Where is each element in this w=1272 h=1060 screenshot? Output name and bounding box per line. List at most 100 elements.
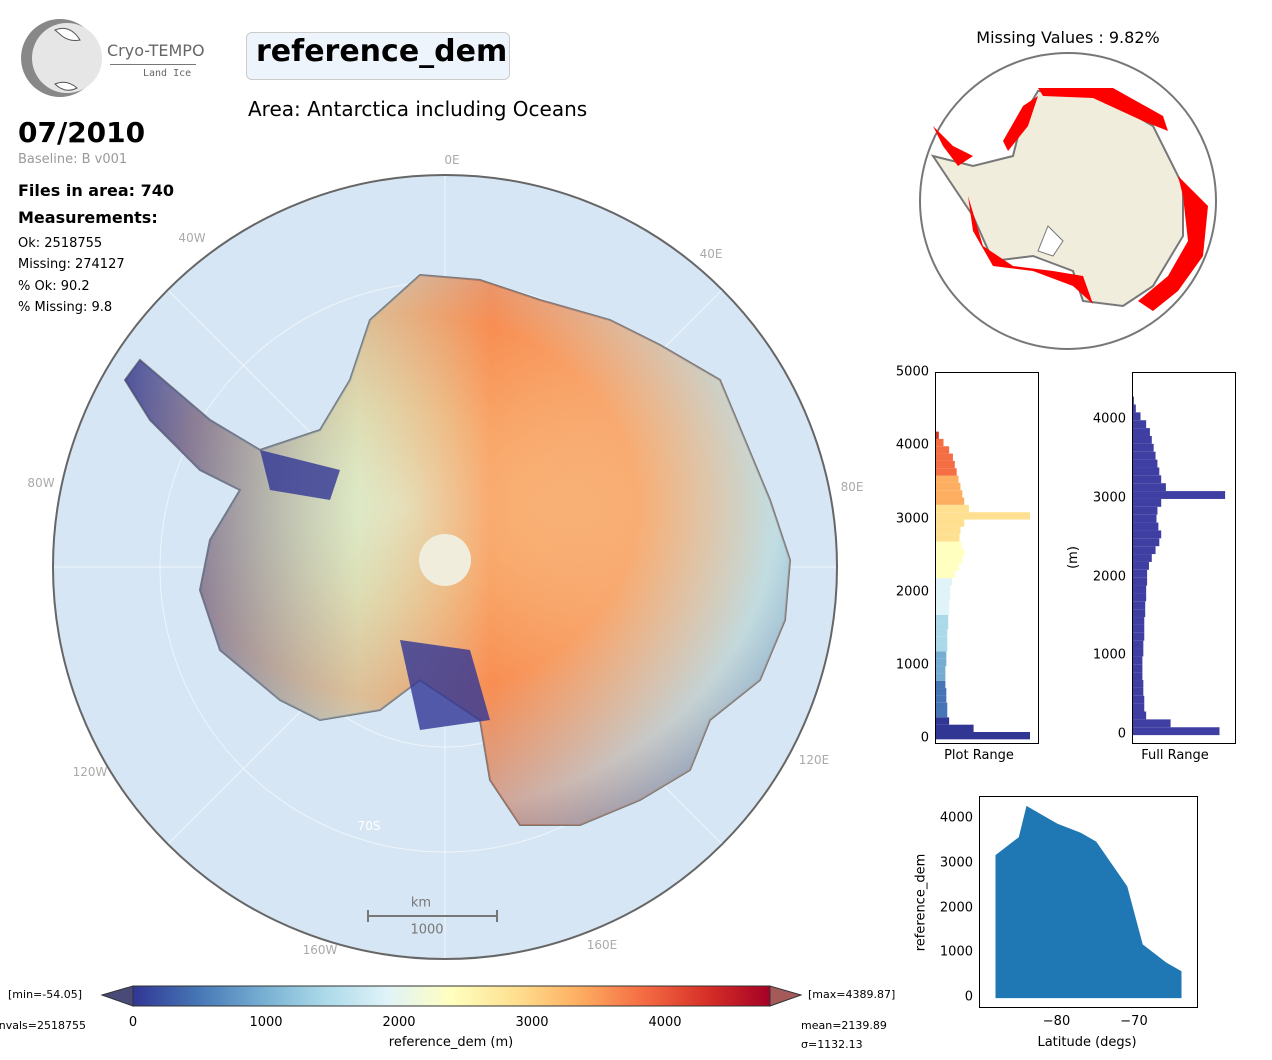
- lon-label: 80W: [27, 476, 55, 490]
- colorbar: [100, 985, 803, 1007]
- histogram-bar: [1133, 569, 1148, 578]
- histogram-bar: [1133, 695, 1145, 704]
- scatter-ylabel: reference_dem: [913, 853, 929, 952]
- histogram-bar: [1133, 538, 1160, 547]
- histogram-bar: [936, 651, 947, 659]
- missing-map: [919, 52, 1217, 350]
- colorbar-mean: mean=2139.89: [801, 1019, 887, 1032]
- hist2-ylabel: (m): [1065, 546, 1081, 569]
- colorbar-tick: 2000: [382, 1015, 416, 1030]
- logo-name: Cryo-TEMPO: [107, 41, 205, 60]
- histogram-bar: [936, 717, 950, 725]
- scatter-plot: [979, 796, 1198, 1008]
- histogram-bar: [1133, 451, 1156, 460]
- histogram-bar: [936, 504, 969, 513]
- lon-label: 120W: [72, 765, 108, 779]
- area-label: Area: Antarctica including Oceans: [248, 97, 588, 121]
- histogram-bar: [1133, 609, 1146, 618]
- hist2-title: Full Range: [1141, 748, 1209, 763]
- scatter-xlabel: Latitude (degs): [1037, 1035, 1137, 1050]
- histogram-bar: [936, 534, 960, 542]
- histogram-bar: [936, 673, 946, 681]
- histogram-bar: [1133, 514, 1157, 523]
- date-label: 07/2010: [18, 116, 146, 149]
- histogram-bar: [936, 578, 952, 586]
- histogram-bar: [936, 446, 950, 454]
- scatter-ytick: 4000: [939, 810, 973, 826]
- histogram-bar: [1133, 412, 1141, 421]
- histogram-bar: [1133, 506, 1158, 515]
- stat-missing: Missing: 274127: [18, 257, 125, 272]
- lon-label: 40E: [699, 247, 723, 261]
- hist-ytick: 0: [1117, 726, 1126, 742]
- hist-ytick: 1000: [1092, 647, 1126, 663]
- histogram-bar: [1133, 546, 1156, 555]
- histogram-bar: [936, 512, 1030, 520]
- histogram-bar: [936, 490, 963, 498]
- colorbar-sigma: σ=1132.13: [801, 1038, 863, 1051]
- lon-label: 80E: [840, 480, 864, 494]
- scale-unit: km: [410, 895, 432, 911]
- lon-label: 120E: [798, 753, 830, 767]
- logo-divider: [110, 64, 196, 65]
- histogram-bar: [1133, 554, 1152, 562]
- colorbar-min-arrow: [100, 985, 134, 1007]
- histogram-full-range: [1132, 372, 1236, 744]
- histogram-bar: [936, 622, 949, 630]
- histogram-bar: [936, 695, 947, 703]
- missing-regions: [933, 88, 1208, 311]
- lon-label: 160E: [586, 938, 618, 952]
- histogram-bar: [936, 614, 949, 623]
- hist-ytick: 3000: [895, 511, 929, 527]
- histogram-bar: [1133, 680, 1144, 688]
- lon-label: 40W: [178, 231, 206, 245]
- histogram-bar: [1133, 585, 1147, 594]
- colorbar-nvals: nvals=2518755: [0, 1019, 86, 1032]
- scatter-ytick: 1000: [939, 944, 973, 960]
- histogram-bar: [936, 460, 955, 469]
- histogram-bar: [936, 702, 948, 711]
- histogram-bar: [1133, 483, 1166, 492]
- histogram-bar: [1133, 522, 1159, 531]
- hist-ytick: 2000: [895, 584, 929, 600]
- histogram-bar: [936, 724, 974, 733]
- histogram-bar: [936, 468, 957, 476]
- hist-ytick: 3000: [1092, 490, 1126, 506]
- histogram-bar: [936, 666, 946, 674]
- page-title: reference_dem: [256, 34, 508, 69]
- histogram-bar: [936, 629, 948, 637]
- histogram-bar: [1133, 664, 1143, 673]
- histogram-bar: [936, 438, 944, 447]
- ice-shelf-ronne: [260, 450, 340, 500]
- histogram-bar: [936, 541, 962, 549]
- histogram-bar: [936, 526, 961, 535]
- histogram-bar: [1133, 593, 1147, 602]
- histogram-bar: [936, 600, 950, 608]
- colorbar-tick: 4000: [648, 1015, 682, 1030]
- histogram-bar: [936, 710, 948, 718]
- histogram-bar: [1133, 561, 1149, 570]
- histogram-bar: [1133, 530, 1162, 539]
- histogram-bar: [1133, 396, 1134, 405]
- histogram-bar: [1133, 404, 1136, 413]
- hist-ytick: 0: [920, 730, 929, 746]
- measurements-heading: Measurements:: [18, 208, 158, 227]
- histogram-bar: [936, 519, 965, 527]
- histogram-bar: [1133, 467, 1160, 476]
- histogram-bar: [1133, 443, 1154, 452]
- scatter-xtick: −70: [1120, 1014, 1148, 1029]
- stat-pct-ok: % Ok: 90.2: [18, 279, 90, 294]
- antarctica-map: [52, 174, 838, 960]
- ice-shelf-ross: [400, 640, 490, 730]
- hist-ytick: 5000: [895, 364, 929, 380]
- histogram-bar: [1133, 435, 1152, 444]
- histogram-bar: [936, 607, 950, 615]
- histogram-bar: [1133, 648, 1144, 657]
- baseline-label: Baseline: B v001: [18, 152, 128, 167]
- scatter-xtick: −80: [1042, 1014, 1071, 1029]
- lat-label: 70S: [357, 819, 381, 833]
- histogram-bar: [1133, 601, 1146, 610]
- histogram-bar: [936, 475, 959, 483]
- colorbar-tick: 0: [128, 1015, 138, 1030]
